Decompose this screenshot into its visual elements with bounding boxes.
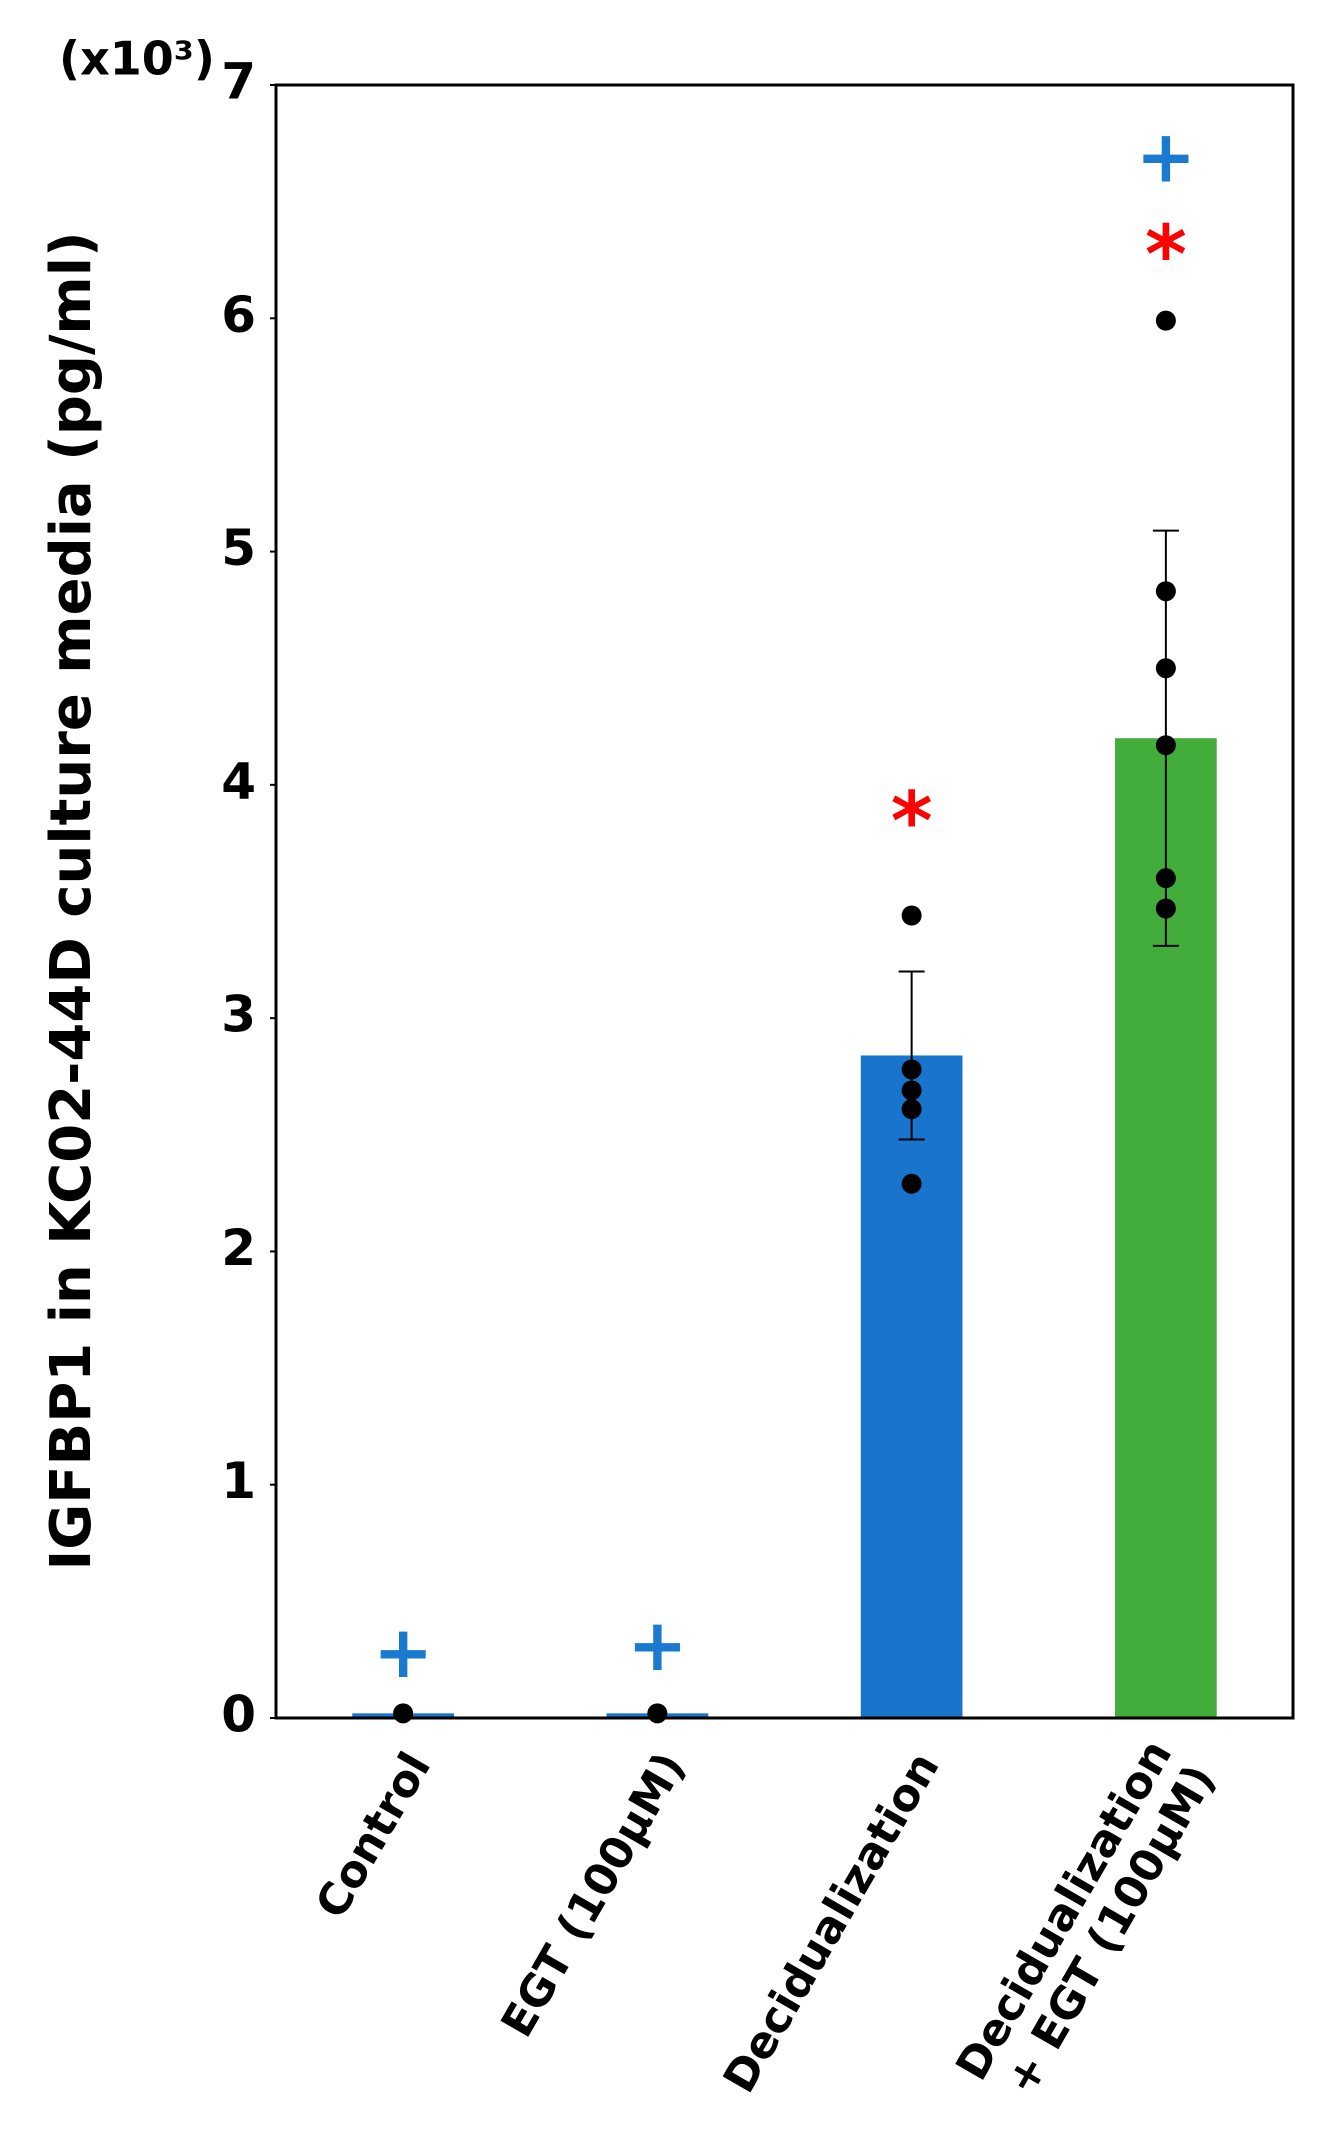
bar	[860, 1055, 963, 1718]
data-point	[901, 1080, 922, 1101]
y-axis-label: IGFBP1 in KC02-44D culture media (pg/ml)	[39, 231, 104, 1570]
annotation: *	[891, 775, 933, 868]
y-tick-label: 1	[221, 1452, 256, 1510]
data-point	[1155, 735, 1176, 756]
annotation: +	[627, 1603, 687, 1687]
y-tick-label: 5	[221, 519, 256, 577]
annotation: +	[1136, 114, 1196, 198]
data-point	[1155, 658, 1176, 679]
data-point	[1155, 581, 1176, 602]
plot-frame	[274, 83, 1295, 1720]
x-tick-label: Decidualization	[714, 1744, 950, 2101]
data-point	[1155, 868, 1176, 889]
y-tick-label: 3	[221, 986, 256, 1044]
data-point	[647, 1703, 668, 1724]
y-tick-label: 6	[221, 286, 256, 344]
y-tick-label: 0	[221, 1686, 256, 1744]
data-point	[901, 1173, 922, 1194]
data-point	[901, 1099, 922, 1120]
annotation: *	[1145, 208, 1187, 301]
annotation: +	[373, 1610, 433, 1694]
y-tick-label: 7	[221, 53, 256, 111]
y-multiplier: (x10³)	[59, 32, 215, 86]
x-tick-label: EGT (100μM)	[492, 1744, 696, 2046]
data-point	[901, 1059, 922, 1080]
x-tick-label: Control	[306, 1744, 441, 1927]
y-tick-label: 4	[221, 752, 256, 810]
data-point	[1155, 898, 1176, 919]
data-point	[393, 1703, 414, 1724]
y-tick-label: 2	[221, 1219, 256, 1277]
data-point	[1155, 310, 1176, 331]
data-point	[901, 905, 922, 926]
